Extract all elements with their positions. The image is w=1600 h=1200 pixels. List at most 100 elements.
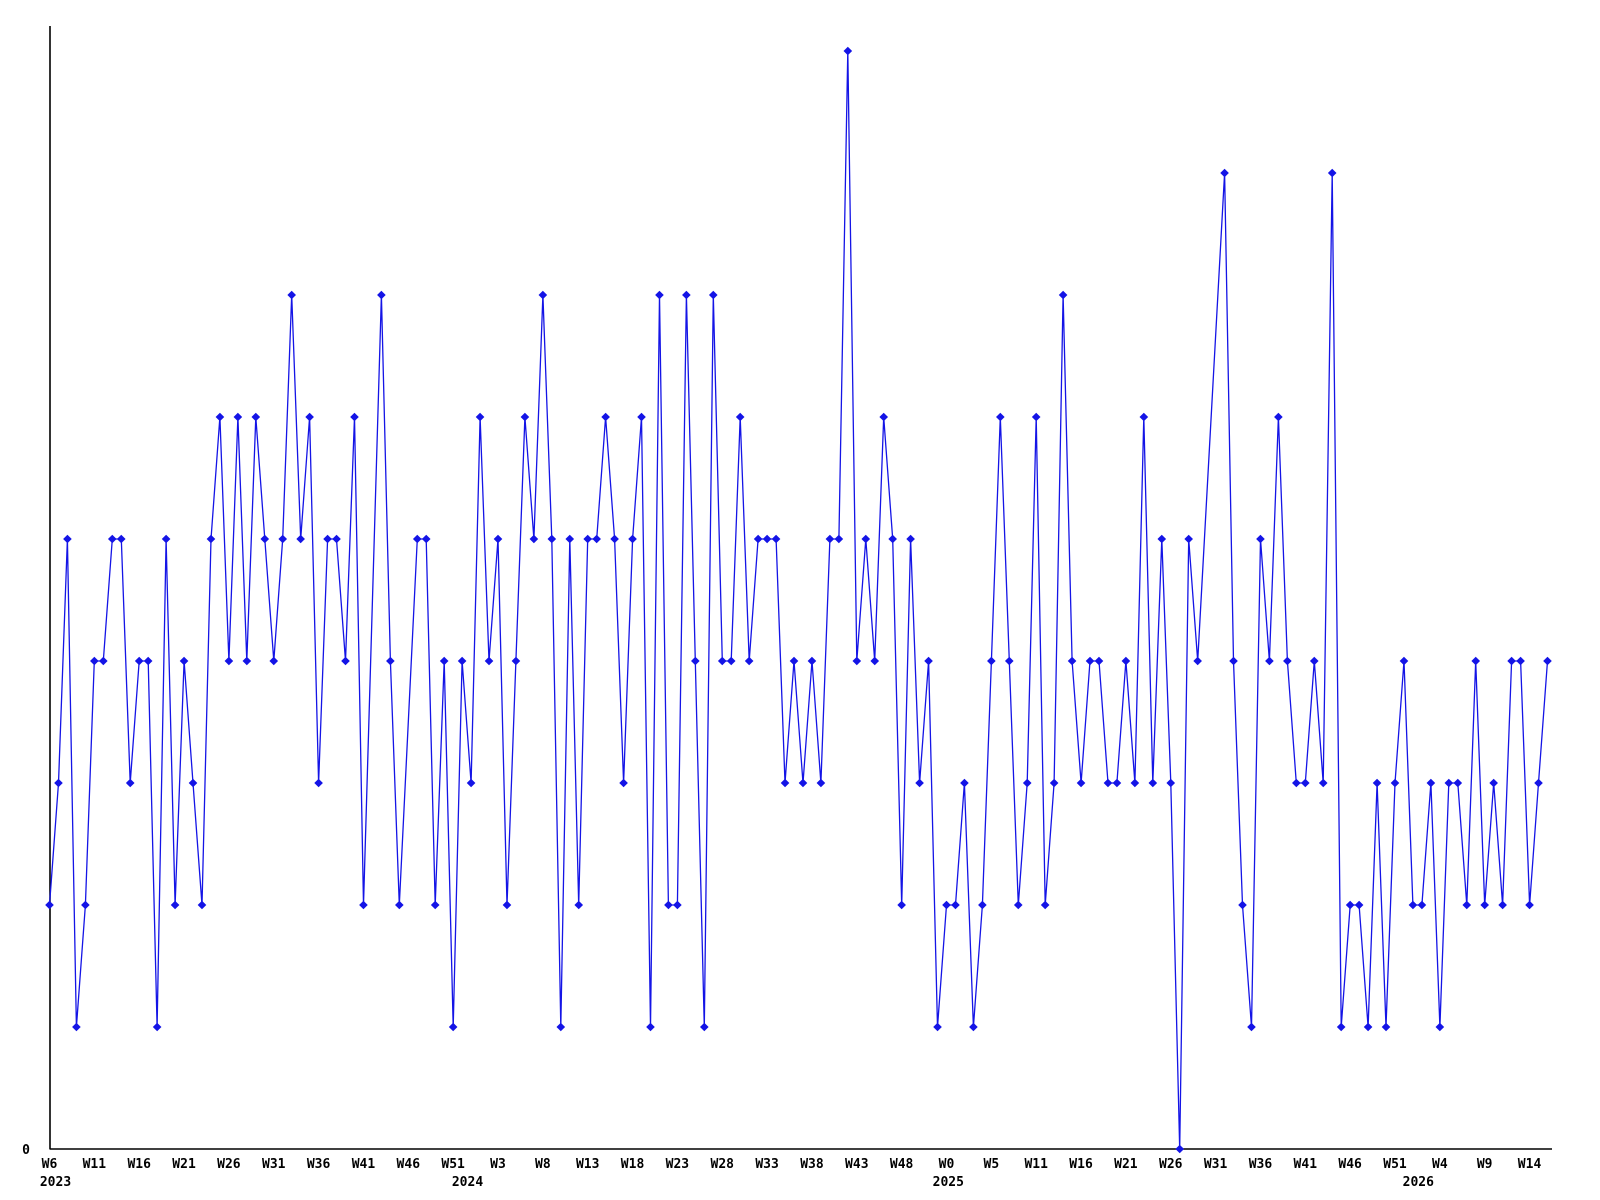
data-point-marker xyxy=(1283,656,1292,666)
data-point-marker xyxy=(1238,900,1247,910)
data-point-marker xyxy=(1157,534,1167,544)
data-point-marker xyxy=(583,534,593,544)
data-point-marker xyxy=(1112,778,1122,788)
data-point-marker xyxy=(215,412,225,422)
data-point-marker xyxy=(395,900,404,910)
data-point-marker xyxy=(1058,290,1068,300)
data-point-marker xyxy=(242,656,252,666)
data-point-marker xyxy=(592,534,601,544)
x-tick-label: W21 xyxy=(172,1157,196,1172)
data-point-marker xyxy=(305,412,314,422)
data-point-marker xyxy=(125,778,135,788)
data-point-marker xyxy=(1130,778,1140,788)
data-point-marker xyxy=(484,656,494,666)
data-point-marker xyxy=(664,900,673,910)
data-point-marker xyxy=(350,412,359,422)
data-point-marker xyxy=(475,412,485,422)
data-point-marker xyxy=(1426,778,1436,788)
x-tick-label: W38 xyxy=(800,1157,824,1172)
data-point-marker xyxy=(691,656,700,666)
data-point-marker xyxy=(1022,778,1032,788)
data-point-marker xyxy=(457,656,467,666)
data-point-marker xyxy=(762,534,772,544)
data-point-marker xyxy=(1247,1022,1256,1032)
x-tick-label: W3 xyxy=(490,1157,506,1172)
data-point-marker xyxy=(1498,900,1507,910)
data-point-marker xyxy=(1318,778,1328,788)
data-point-marker xyxy=(789,656,799,666)
x-tick-label: W16 xyxy=(1069,1157,1093,1172)
data-point-marker xyxy=(1031,412,1041,422)
data-point-marker xyxy=(565,534,575,544)
x-tick-label: W14 xyxy=(1518,1157,1542,1172)
data-point-marker xyxy=(1076,778,1086,788)
data-point-marker xyxy=(834,534,844,544)
x-year-label: 2024 xyxy=(452,1175,483,1190)
data-point-marker xyxy=(1390,778,1400,788)
data-point-marker xyxy=(628,534,637,544)
x-tick-label: W11 xyxy=(1024,1157,1048,1172)
data-point-marker xyxy=(897,900,906,910)
data-point-marker xyxy=(1363,1022,1373,1032)
data-point-marker xyxy=(619,778,628,788)
data-point-marker xyxy=(269,656,279,666)
data-point-marker xyxy=(655,290,664,300)
x-tick-label: W26 xyxy=(217,1157,241,1172)
data-point-marker xyxy=(1220,168,1229,178)
data-point-marker xyxy=(1534,778,1543,788)
data-point-marker xyxy=(700,1022,709,1032)
data-point-marker xyxy=(520,412,530,422)
x-tick-label: W36 xyxy=(1249,1157,1273,1172)
data-point-marker xyxy=(386,656,395,666)
data-point-marker xyxy=(825,534,835,544)
data-point-marker xyxy=(753,534,763,544)
data-point-marker xyxy=(421,534,431,544)
data-point-marker xyxy=(735,412,745,422)
data-point-marker xyxy=(314,778,323,788)
data-point-marker xyxy=(1265,656,1274,666)
data-point-marker xyxy=(771,534,781,544)
x-tick-label: W23 xyxy=(666,1157,689,1172)
x-tick-label: W26 xyxy=(1159,1157,1183,1172)
data-point-marker xyxy=(574,900,584,910)
data-point-marker xyxy=(1004,656,1014,666)
x-year-label: 2026 xyxy=(1403,1175,1434,1190)
x-tick-label: W21 xyxy=(1114,1157,1138,1172)
data-point-marker xyxy=(960,778,969,788)
x-tick-label: W13 xyxy=(576,1157,599,1172)
data-point-marker xyxy=(224,656,234,666)
data-point-marker xyxy=(1435,1022,1445,1032)
data-point-marker xyxy=(1480,900,1490,910)
data-point-marker xyxy=(1309,656,1319,666)
data-point-marker xyxy=(1327,168,1337,178)
data-point-marker xyxy=(1085,656,1095,666)
data-point-marker xyxy=(260,534,270,544)
data-point-marker xyxy=(72,1022,81,1032)
data-point-marker xyxy=(1166,778,1176,788)
data-point-marker xyxy=(1345,900,1355,910)
data-point-marker xyxy=(1471,656,1481,666)
data-point-marker xyxy=(1444,778,1454,788)
data-point-marker xyxy=(161,534,171,544)
x-tick-label: W33 xyxy=(755,1157,778,1172)
data-point-marker xyxy=(81,900,90,910)
data-point-marker xyxy=(511,656,521,666)
data-point-marker xyxy=(870,656,880,666)
data-point-marker xyxy=(1049,778,1059,788)
data-point-marker xyxy=(332,534,341,544)
data-point-marker xyxy=(1103,778,1113,788)
x-tick-label: W4 xyxy=(1432,1157,1448,1172)
x-tick-label: W11 xyxy=(83,1157,107,1172)
data-point-marker xyxy=(1094,656,1104,666)
x-tick-label: W41 xyxy=(352,1157,376,1172)
data-point-marker xyxy=(951,900,960,910)
data-point-marker xyxy=(538,290,548,300)
x-tick-label: W16 xyxy=(127,1157,151,1172)
data-point-marker xyxy=(1139,412,1149,422)
x-tick-label: W5 xyxy=(984,1157,1000,1172)
x-tick-label: W6 xyxy=(42,1157,58,1172)
data-point-marker xyxy=(906,534,915,544)
data-point-marker xyxy=(233,412,243,422)
data-point-marker xyxy=(637,412,646,422)
